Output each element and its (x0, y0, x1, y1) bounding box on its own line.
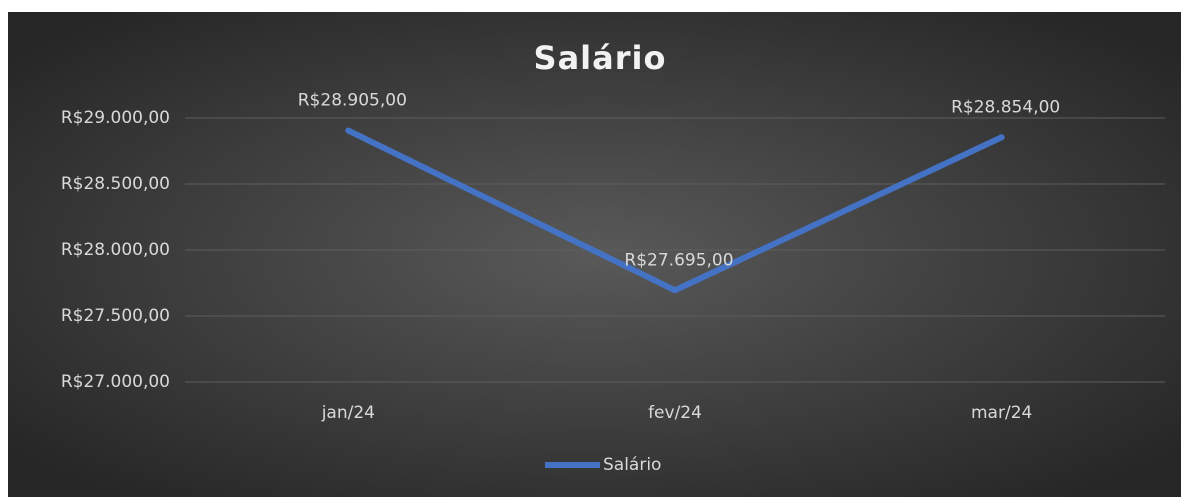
data-label: R$27.695,00 (624, 250, 733, 270)
data-label: R$28.905,00 (298, 91, 407, 111)
y-tick-label: R$27.500,00 (61, 306, 170, 326)
legend-label: Salário (603, 455, 661, 475)
x-tick-label: jan/24 (321, 403, 375, 423)
y-tick-label: R$27.000,00 (61, 372, 170, 392)
chart-title: Salário (534, 39, 667, 77)
series-line (345, 127, 1005, 294)
x-tick-label: fev/24 (648, 403, 702, 423)
chart-background (8, 12, 1181, 497)
data-label: R$28.854,00 (951, 97, 1060, 117)
y-tick-label: R$28.500,00 (61, 174, 170, 194)
y-tick-label: R$29.000,00 (61, 108, 170, 128)
y-tick-label: R$28.000,00 (61, 240, 170, 260)
x-tick-label: mar/24 (971, 403, 1032, 423)
